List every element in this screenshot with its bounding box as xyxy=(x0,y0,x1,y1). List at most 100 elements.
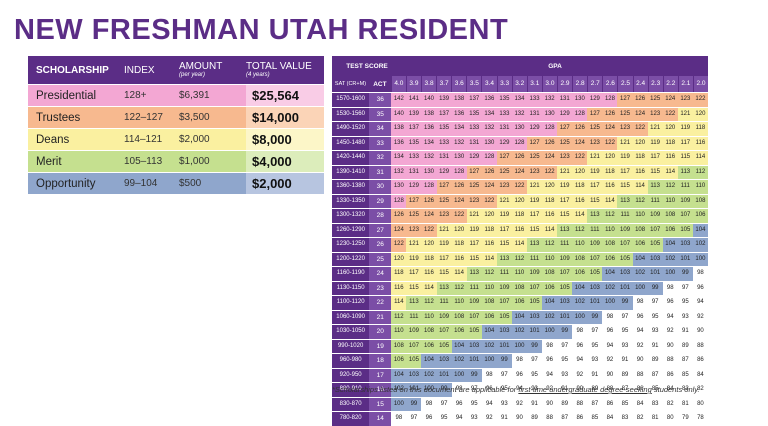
index-cell: 124 xyxy=(662,93,678,107)
index-cell: 94 xyxy=(602,339,618,353)
index-cell: 112 xyxy=(632,194,648,208)
index-cell: 93 xyxy=(557,368,573,382)
page-title: NEW FRESHMAN UTAH RESIDENT xyxy=(14,14,509,46)
index-cell: 126 xyxy=(451,180,467,194)
index-cell: 113 xyxy=(617,194,633,208)
index-cell: 117 xyxy=(496,223,512,237)
sat-range: 1330-1350 xyxy=(332,194,370,208)
index-cell: 101 xyxy=(436,368,452,382)
index-cell: 119 xyxy=(647,136,663,150)
index-cell: 120 xyxy=(542,180,558,194)
sat-range: 1530-1560 xyxy=(332,107,370,121)
act-score: 35 xyxy=(369,107,392,121)
index-cell: 96 xyxy=(511,368,528,382)
index-cell: 107 xyxy=(587,252,603,266)
index-cell: 104 xyxy=(692,223,708,237)
index-cell: 98 xyxy=(572,325,588,339)
grid-row: 1530-1560 35 140 139 138 137 136 135 134 133 132 13… xyxy=(332,106,708,121)
gpa-column-header: 2.2 xyxy=(662,76,678,92)
index-cell: 102 xyxy=(481,339,497,353)
index-cell: 104 xyxy=(481,325,497,339)
index-cell: 116 xyxy=(572,194,588,208)
index-cell: 120 xyxy=(662,122,678,136)
index-cell: 107 xyxy=(496,296,512,310)
index-cell: 127 xyxy=(496,151,512,165)
index-cell: 95 xyxy=(496,383,512,397)
index-cell: 112 xyxy=(662,180,678,194)
index-cell: 88 xyxy=(572,397,588,411)
index-cell: 106 xyxy=(511,296,528,310)
scholarship-row-opportunity: Opportunity 99–104 $500 $2,000 xyxy=(28,172,324,194)
index-cell: 96 xyxy=(542,354,558,368)
index-cell: 101 xyxy=(466,354,482,368)
sat-range: 1260-1290 xyxy=(332,223,370,237)
index-cell: 107 xyxy=(436,325,452,339)
index-cell: 90 xyxy=(662,339,678,353)
index-cell: 120 xyxy=(421,238,437,252)
index-cell: 135 xyxy=(466,107,482,121)
index-cell: 97 xyxy=(557,339,573,353)
index-cell: 97 xyxy=(527,354,543,368)
sat-range: 1300-1320 xyxy=(332,209,370,223)
index-cell: 92 xyxy=(692,310,708,324)
index-cell: 109 xyxy=(587,238,603,252)
index-cell: 98 xyxy=(391,412,407,426)
index-cell: 139 xyxy=(406,107,422,121)
index-cell: 100 xyxy=(572,310,588,324)
index-cell: 107 xyxy=(406,339,422,353)
index-cell: 123 xyxy=(496,180,512,194)
gpa-column-header: 3.0 xyxy=(541,76,557,92)
index-cell: 129 xyxy=(496,136,512,150)
index-cell: 118 xyxy=(692,122,708,136)
index-cell: 115 xyxy=(677,151,693,165)
gpa-column-header: 2.3 xyxy=(647,76,663,92)
index-cell: 133 xyxy=(436,136,452,150)
act-score: 20 xyxy=(369,325,392,339)
index-cell: 109 xyxy=(496,281,512,295)
index-cell: 114 xyxy=(602,194,618,208)
index-cell: 124 xyxy=(632,107,648,121)
gpa-column-header: 2.4 xyxy=(632,76,648,92)
sat-range: 1030-1050 xyxy=(332,325,370,339)
index-cell: 134 xyxy=(511,93,528,107)
index-cell: 135 xyxy=(496,93,512,107)
index-cell: 108 xyxy=(421,325,437,339)
index-cell: 109 xyxy=(617,223,633,237)
index-cell: 122 xyxy=(632,122,648,136)
index-cell: 108 xyxy=(451,310,467,324)
index-cell: 100 xyxy=(692,252,708,266)
index-cell: 111 xyxy=(647,194,663,208)
index-cell: 113 xyxy=(436,281,452,295)
scholarship-name: Opportunity xyxy=(36,177,96,190)
gpa-column-header: 2.0 xyxy=(692,76,709,92)
index-cell: 120 xyxy=(632,136,648,150)
index-cell: 106 xyxy=(662,223,678,237)
act-score: 33 xyxy=(369,136,392,150)
index-cell: 102 xyxy=(511,325,528,339)
index-cell: 81 xyxy=(647,412,663,426)
index-cell: 86 xyxy=(602,397,618,411)
index-cell: 90 xyxy=(602,368,618,382)
scholarship-amount: $3,500 xyxy=(179,112,210,123)
index-cell: 109 xyxy=(527,267,543,281)
index-cell: 81 xyxy=(677,397,693,411)
index-cell: 110 xyxy=(421,310,437,324)
index-cell: 127 xyxy=(466,165,482,179)
index-cell: 128 xyxy=(481,151,497,165)
index-cell: 94 xyxy=(542,368,558,382)
index-cell: 106 xyxy=(602,252,618,266)
footnote-part3: students only. xyxy=(651,385,700,394)
index-cell: 99 xyxy=(587,310,603,324)
index-cell: 99 xyxy=(436,383,452,397)
index-cell: 87 xyxy=(557,412,573,426)
index-cell: 114 xyxy=(692,151,708,165)
index-cell: 110 xyxy=(662,194,678,208)
gpa-column-header: 3.6 xyxy=(451,76,467,92)
index-cell: 91 xyxy=(617,354,633,368)
index-cell: 125 xyxy=(466,180,482,194)
act-score: 34 xyxy=(369,122,392,136)
index-cell: 119 xyxy=(527,194,543,208)
index-cell: 79 xyxy=(677,412,693,426)
header-scholarship: SCHOLARSHIP xyxy=(36,64,109,76)
sat-range: 880-910 xyxy=(332,383,370,397)
